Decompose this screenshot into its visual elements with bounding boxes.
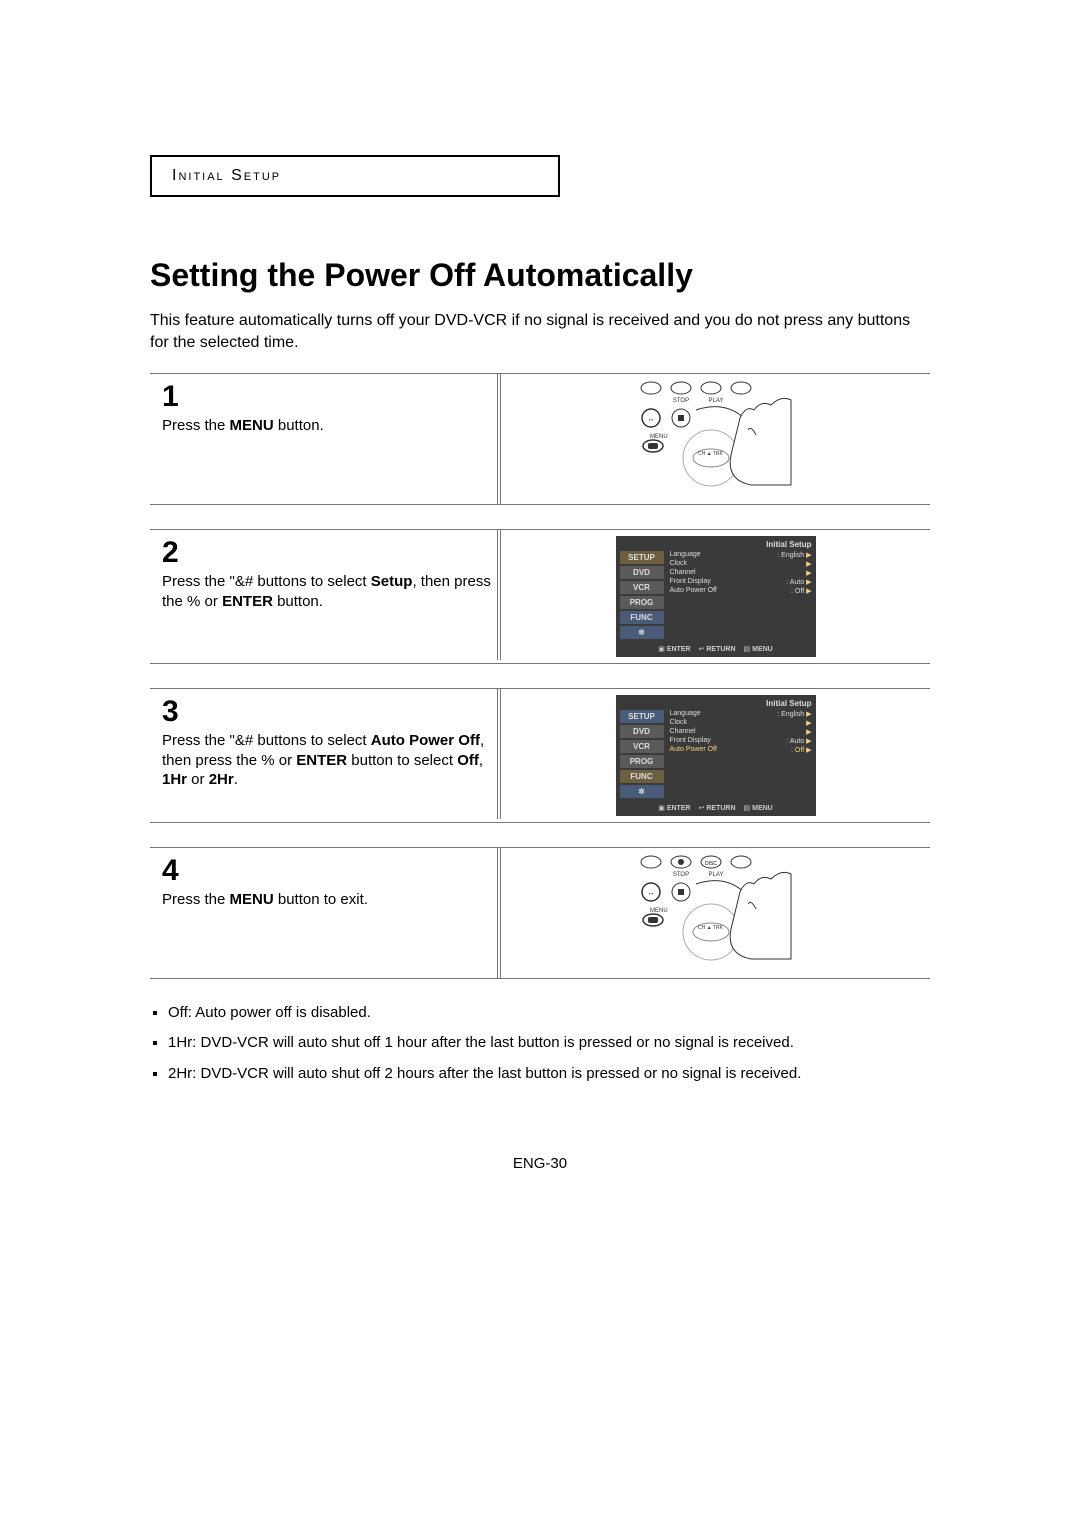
osd-tab-gear-icon: ✲ xyxy=(620,785,664,798)
step-text-3: 3 Press the "&# buttons to select Auto P… xyxy=(150,689,501,819)
svg-text:DISC: DISC xyxy=(705,861,717,867)
step-body: Press the "&# buttons to select Setup, t… xyxy=(162,572,493,611)
step-visual-1: STOP PLAY ↔ MENU CH ▲ TRK xyxy=(501,374,930,496)
osd-foot-enter: ▣ ENTER xyxy=(658,804,690,812)
svg-text:CH ▲ TRK: CH ▲ TRK xyxy=(698,451,724,457)
remote-diagram: DISC STOP PLAY ↔ MENU CH ▲ TRK xyxy=(636,854,796,964)
bullet-list: Off: Auto power off is disabled. 1Hr: DV… xyxy=(150,1003,930,1084)
step-body: Press the "&# buttons to select Auto Pow… xyxy=(162,731,493,790)
osd-foot-menu: ▤ MENU xyxy=(744,804,773,812)
osd-tab-setup: SETUP xyxy=(620,551,664,564)
svg-text:CH ▲ TRK: CH ▲ TRK xyxy=(698,925,724,931)
svg-text:PLAY: PLAY xyxy=(708,398,723,404)
svg-text:STOP: STOP xyxy=(672,398,688,404)
osd-item: Clock▶ xyxy=(670,560,812,568)
osd-tab-vcr: VCR xyxy=(620,740,664,753)
osd-tab-gear-icon: ✲ xyxy=(620,626,664,639)
intro-paragraph: This feature automatically turns off you… xyxy=(150,310,930,353)
page-title: Setting the Power Off Automatically xyxy=(150,257,930,294)
step-body: Press the MENU button. xyxy=(162,416,493,436)
svg-text:MENU: MENU xyxy=(650,908,668,914)
osd-tab-setup: SETUP xyxy=(620,710,664,723)
svg-text:PLAY: PLAY xyxy=(708,872,723,878)
step-body: Press the MENU button to exit. xyxy=(162,890,493,910)
svg-text:STOP: STOP xyxy=(672,872,688,878)
osd-footer: ▣ ENTER ↩ RETURN ▤ MENU xyxy=(620,804,812,812)
osd-foot-menu: ▤ MENU xyxy=(744,645,773,653)
step-row-1: 1 Press the MENU button. STOP PLAY ↔ xyxy=(150,373,930,505)
bullet-1hr: 1Hr: DVD-VCR will auto shut off 1 hour a… xyxy=(168,1033,930,1053)
osd-foot-enter: ▣ ENTER xyxy=(658,645,690,653)
osd-items: Language: English ▶ Clock▶ Channel▶ Fron… xyxy=(664,710,812,798)
osd-item: Front Display: Auto ▶ xyxy=(670,737,812,745)
page-number: ENG-30 xyxy=(150,1155,930,1172)
osd-title: Initial Setup xyxy=(620,699,812,708)
osd-foot-return: ↩ RETURN xyxy=(699,645,736,653)
osd-item: Channel▶ xyxy=(670,569,812,577)
osd-item: Language: English ▶ xyxy=(670,551,812,559)
osd-item: Language: English ▶ xyxy=(670,710,812,718)
section-header-box: Initial Setup xyxy=(150,155,560,197)
osd-tabs: SETUP DVD VCR PROG FUNC ✲ xyxy=(620,710,664,798)
osd-panel: Initial Setup SETUP DVD VCR PROG FUNC ✲ … xyxy=(616,695,816,816)
osd-title: Initial Setup xyxy=(620,540,812,549)
step-number: 2 xyxy=(162,538,493,568)
osd-tab-dvd: DVD xyxy=(620,725,664,738)
step-visual-2: Initial Setup SETUP DVD VCR PROG FUNC ✲ … xyxy=(501,530,930,663)
bullet-off: Off: Auto power off is disabled. xyxy=(168,1003,930,1023)
svg-text:MENU: MENU xyxy=(650,434,668,440)
step-number: 4 xyxy=(162,856,493,886)
osd-tabs: SETUP DVD VCR PROG FUNC ✲ xyxy=(620,551,664,639)
osd-tab-vcr: VCR xyxy=(620,581,664,594)
step-visual-4: DISC STOP PLAY ↔ MENU CH ▲ TRK xyxy=(501,848,930,970)
osd-item-highlighted: Auto Power Off: Off ▶ xyxy=(670,746,812,754)
section-header: Initial Setup xyxy=(172,167,281,184)
osd-item: Front Display: Auto ▶ xyxy=(670,578,812,586)
osd-tab-prog: PROG xyxy=(620,596,664,609)
step-text-1: 1 Press the MENU button. xyxy=(150,374,501,504)
step-row-2: 2 Press the "&# buttons to select Setup,… xyxy=(150,529,930,664)
osd-tab-dvd: DVD xyxy=(620,566,664,579)
step-row-3: 3 Press the "&# buttons to select Auto P… xyxy=(150,688,930,823)
osd-tab-func: FUNC xyxy=(620,611,664,624)
svg-text:↔: ↔ xyxy=(647,890,654,897)
step-number: 3 xyxy=(162,697,493,727)
step-visual-3: Initial Setup SETUP DVD VCR PROG FUNC ✲ … xyxy=(501,689,930,822)
bullet-2hr: 2Hr: DVD-VCR will auto shut off 2 hours … xyxy=(168,1064,930,1084)
osd-item: Channel▶ xyxy=(670,728,812,736)
osd-items: Language: English ▶ Clock▶ Channel▶ Fron… xyxy=(664,551,812,639)
osd-item: Clock▶ xyxy=(670,719,812,727)
osd-tab-prog: PROG xyxy=(620,755,664,768)
remote-diagram: STOP PLAY ↔ MENU CH ▲ TRK xyxy=(636,380,796,490)
step-row-4: 4 Press the MENU button to exit. DISC ST… xyxy=(150,847,930,979)
osd-item: Auto Power Off: Off ▶ xyxy=(670,587,812,595)
step-text-2: 2 Press the "&# buttons to select Setup,… xyxy=(150,530,501,660)
osd-tab-func: FUNC xyxy=(620,770,664,783)
step-number: 1 xyxy=(162,382,493,412)
osd-panel: Initial Setup SETUP DVD VCR PROG FUNC ✲ … xyxy=(616,536,816,657)
osd-footer: ▣ ENTER ↩ RETURN ▤ MENU xyxy=(620,645,812,653)
step-text-4: 4 Press the MENU button to exit. xyxy=(150,848,501,978)
osd-foot-return: ↩ RETURN xyxy=(699,804,736,812)
svg-text:↔: ↔ xyxy=(647,416,654,423)
